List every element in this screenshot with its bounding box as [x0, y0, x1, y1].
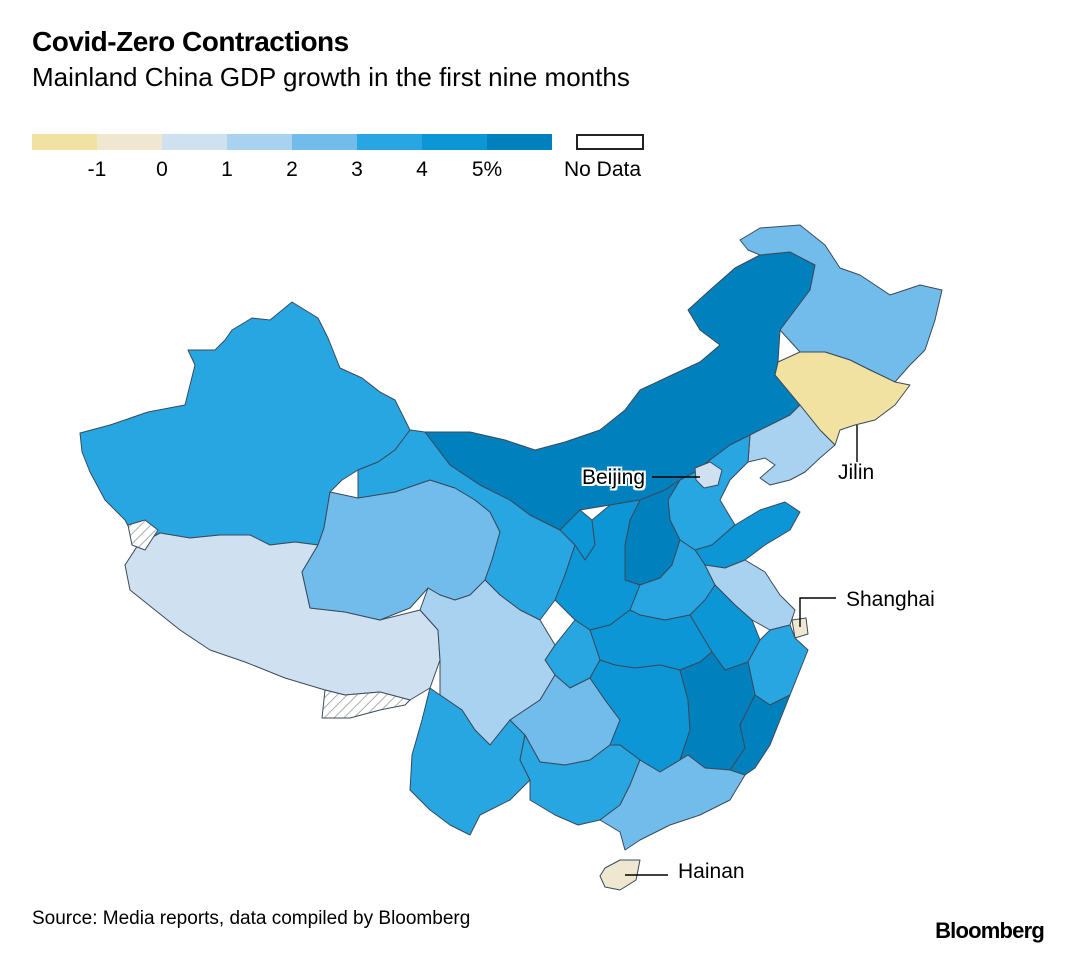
region-liaoning [747, 404, 836, 486]
region-hainan [599, 859, 641, 891]
region-yunnan [409, 687, 531, 836]
china-map [79, 224, 943, 891]
no-data-label: No Data [564, 158, 642, 181]
hainan-label: Hainan [678, 860, 745, 883]
legend-swatch [162, 134, 227, 150]
legend: No Data -1 0 1 2 3 4 5% [32, 134, 672, 184]
region-aksai-chin [127, 519, 159, 551]
shanghai-leader [799, 597, 836, 627]
bloomberg-logo: Bloomberg [935, 918, 1045, 943]
chart-subtitle: Mainland China GDP growth in the first n… [32, 62, 630, 92]
legend-swatch [227, 134, 292, 150]
legend-tick-label: 4 [416, 158, 428, 181]
region-south-tibet [321, 689, 411, 719]
jilin-label: Jilin [838, 461, 875, 484]
legend-tick-label: -1 [87, 158, 107, 181]
legend-tick-label: 2 [286, 158, 298, 181]
legend-tick-label: 1 [221, 158, 233, 181]
legend-swatch [292, 134, 357, 150]
legend-tick-label: 0 [156, 158, 168, 181]
region-shanghai [791, 617, 809, 639]
region-guangdong [599, 754, 746, 851]
beijing-label: Beijing [582, 466, 646, 489]
no-data-swatch [576, 134, 644, 150]
shanghai-label: Shanghai [846, 588, 935, 611]
legend-swatch [357, 134, 422, 150]
legend-swatch [97, 134, 162, 150]
region-beijing [694, 461, 723, 489]
source-note: Source: Media reports, data compiled by … [32, 908, 471, 929]
legend-swatch [422, 134, 487, 150]
chart-title: Covid-Zero Contractions [32, 26, 349, 57]
region-fujian [729, 694, 791, 776]
legend-swatch [32, 134, 97, 150]
legend-swatch [487, 134, 552, 150]
legend-tick-label: 3 [351, 158, 363, 181]
legend-tick-label: 5% [471, 158, 503, 181]
